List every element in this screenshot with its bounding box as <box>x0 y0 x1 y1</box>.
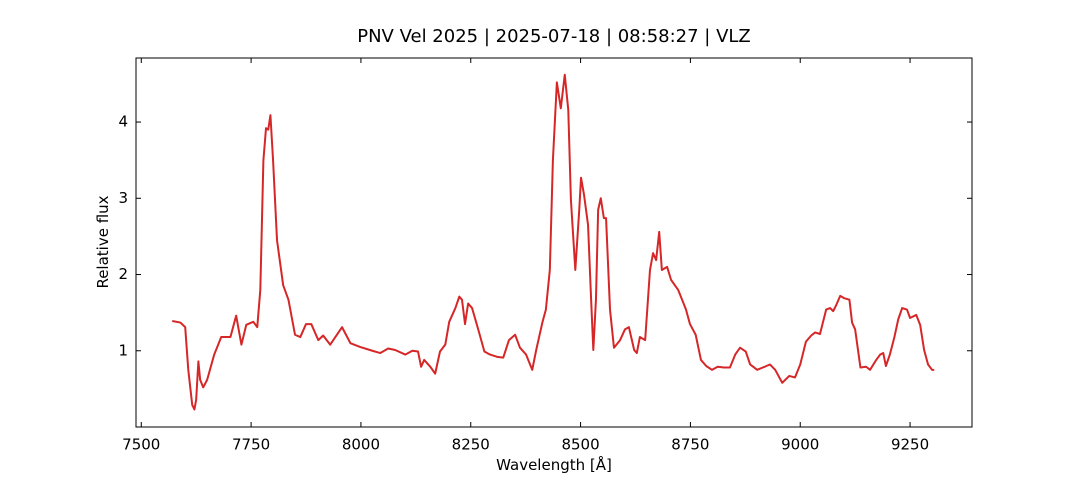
x-tick-label: 8000 <box>342 436 380 454</box>
x-tick-label: 7750 <box>232 436 270 454</box>
x-tick-label: 9250 <box>891 436 929 454</box>
x-tick-label: 7500 <box>122 436 160 454</box>
y-tick-label: 3 <box>118 189 128 207</box>
y-tick-label: 4 <box>118 113 128 131</box>
y-axis-label: Relative flux <box>94 195 112 288</box>
x-tick-label: 9000 <box>781 436 819 454</box>
plot-frame <box>135 57 973 428</box>
x-tick-label: 8500 <box>561 436 599 454</box>
chart-title: PNV Vel 2025 | 2025-07-18 | 08:58:27 | V… <box>357 26 751 47</box>
y-tick-label: 1 <box>118 341 128 359</box>
spectrum-line <box>172 73 935 411</box>
y-tick-label: 2 <box>118 265 128 283</box>
x-tick-label: 8250 <box>452 436 490 454</box>
x-axis-label: Wavelength [Å] <box>496 455 612 474</box>
x-tick-label: 8750 <box>671 436 709 454</box>
